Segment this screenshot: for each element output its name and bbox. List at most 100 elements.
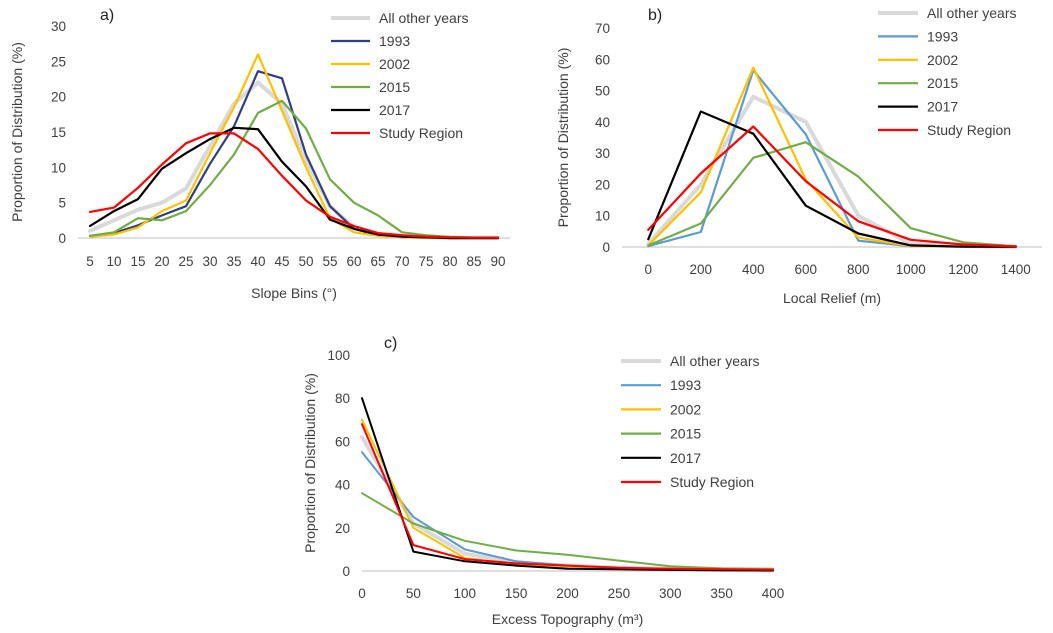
y-tick-label: 5 [58,196,66,211]
y-tick-label: 30 [595,146,610,161]
panel-label: b) [648,7,662,24]
y-tick-label: 0 [58,231,66,246]
legend-label: 2017 [379,102,410,118]
series-line-2017 [88,126,500,240]
series-line-1993 [361,451,774,571]
series-line-2015 [361,492,774,570]
series-line-1993 [88,70,500,240]
x-tick-label: 250 [608,586,631,601]
x-tick-label: 60 [346,254,361,269]
series-line-2017 [361,397,774,572]
x-axis-label: Excess Topography (m³) [492,611,643,627]
x-tick-label: 45 [274,254,289,269]
legend-label: 2002 [670,401,701,417]
y-tick-label: 30 [51,19,66,34]
series-line-2017 [647,110,1017,248]
y-tick-label: 10 [595,209,610,224]
x-tick-label: 200 [689,262,712,277]
legend-label: 2002 [927,52,958,68]
legend-label: 2015 [670,426,701,442]
y-tick-label: 40 [335,478,350,493]
y-tick-label: 0 [342,564,350,579]
x-tick-label: 65 [370,254,385,269]
y-tick-label: 70 [595,21,610,36]
x-tick-label: 1200 [948,262,978,277]
x-tick-label: 150 [505,586,528,601]
x-tick-label: 70 [394,254,409,269]
legend-label: 2017 [927,99,958,115]
panel-label: c) [384,335,397,352]
x-tick-label: 600 [794,262,817,277]
x-tick-label: 400 [742,262,765,277]
y-tick-label: 60 [335,434,350,449]
x-tick-label: 800 [847,262,870,277]
x-tick-label: 10 [106,254,121,269]
x-tick-label: 25 [178,254,193,269]
series-line-2015 [88,99,500,239]
y-tick-label: 20 [595,177,610,192]
x-tick-label: 75 [418,254,433,269]
x-tick-label: 30 [202,254,217,269]
x-tick-label: 50 [298,254,313,269]
series-line-all-other-years [360,435,775,572]
x-tick-label: 1000 [896,262,926,277]
legend-label: 2002 [379,56,410,72]
legend-label: 1993 [927,28,958,44]
x-tick-label: 100 [453,586,476,601]
x-tick-label: 40 [250,254,265,269]
legend-label: 1993 [670,377,701,393]
x-tick-label: 35 [226,254,241,269]
y-tick-label: 40 [595,115,610,130]
chart-panel-c: 0 20 40 60 80 100 0 50 100 150 200 250 300 350 400 Prop… [302,335,784,627]
series-line-study-region [361,423,774,571]
legend-label: All other years [670,353,759,369]
series-line-2002 [88,53,500,240]
legend-label: 2015 [379,79,410,95]
legend-label: Study Region [670,474,754,490]
y-tick-label: 80 [335,391,350,406]
x-tick-label: 350 [710,586,733,601]
y-tick-label: 50 [595,84,610,99]
legend-label: Study Region [927,122,1011,138]
x-tick-label: 5 [86,254,94,269]
legend-label: All other years [379,10,468,26]
chart-panel-a: 0 5 10 15 20 25 30 5 10 15 20 25 30 35 40 45 50 55 60 65 70 7… [9,7,510,301]
chart-panel-b: 0 10 20 30 40 50 60 70 0 200 400 600 800 1000 1200 1400… [555,5,1042,306]
y-tick-label: 20 [51,90,66,105]
y-axis-label: Proportion of Distribution (%) [555,48,571,228]
y-tick-label: 20 [335,521,350,536]
x-tick-label: 0 [644,262,652,277]
x-tick-label: 20 [154,254,169,269]
x-tick-label: 85 [466,254,481,269]
x-tick-label: 0 [358,586,366,601]
x-axis-label: Local Relief (m) [783,290,881,306]
x-tick-label: 50 [406,586,421,601]
y-tick-label: 100 [327,348,350,363]
panel-label: a) [100,7,114,24]
series-line-study-region [88,132,500,239]
legend-label: 2015 [927,75,958,91]
x-tick-label: 1400 [1001,262,1031,277]
y-tick-label: 60 [595,52,610,67]
legend-label: 2017 [670,450,701,466]
x-tick-label: 55 [322,254,337,269]
x-tick-label: 15 [130,254,145,269]
series-line-2015 [647,141,1017,248]
legend-label: Study Region [379,125,463,141]
x-tick-label: 200 [556,586,579,601]
x-tick-label: 90 [490,254,505,269]
legend-label: All other years [927,5,1016,21]
y-axis-label: Proportion of Distribution (%) [9,42,25,222]
y-tick-label: 0 [602,240,610,255]
y-tick-label: 15 [51,125,66,140]
y-tick-label: 25 [51,54,66,69]
y-axis-label: Proportion of Distribution (%) [302,373,318,553]
x-axis-label: Slope Bins (°) [251,285,337,301]
y-tick-label: 10 [51,160,66,175]
x-tick-label: 400 [762,586,785,601]
series-line-study-region [647,125,1017,248]
legend-label: 1993 [379,33,410,49]
x-tick-label: 300 [659,586,682,601]
series-line-all-other-years [88,80,500,240]
